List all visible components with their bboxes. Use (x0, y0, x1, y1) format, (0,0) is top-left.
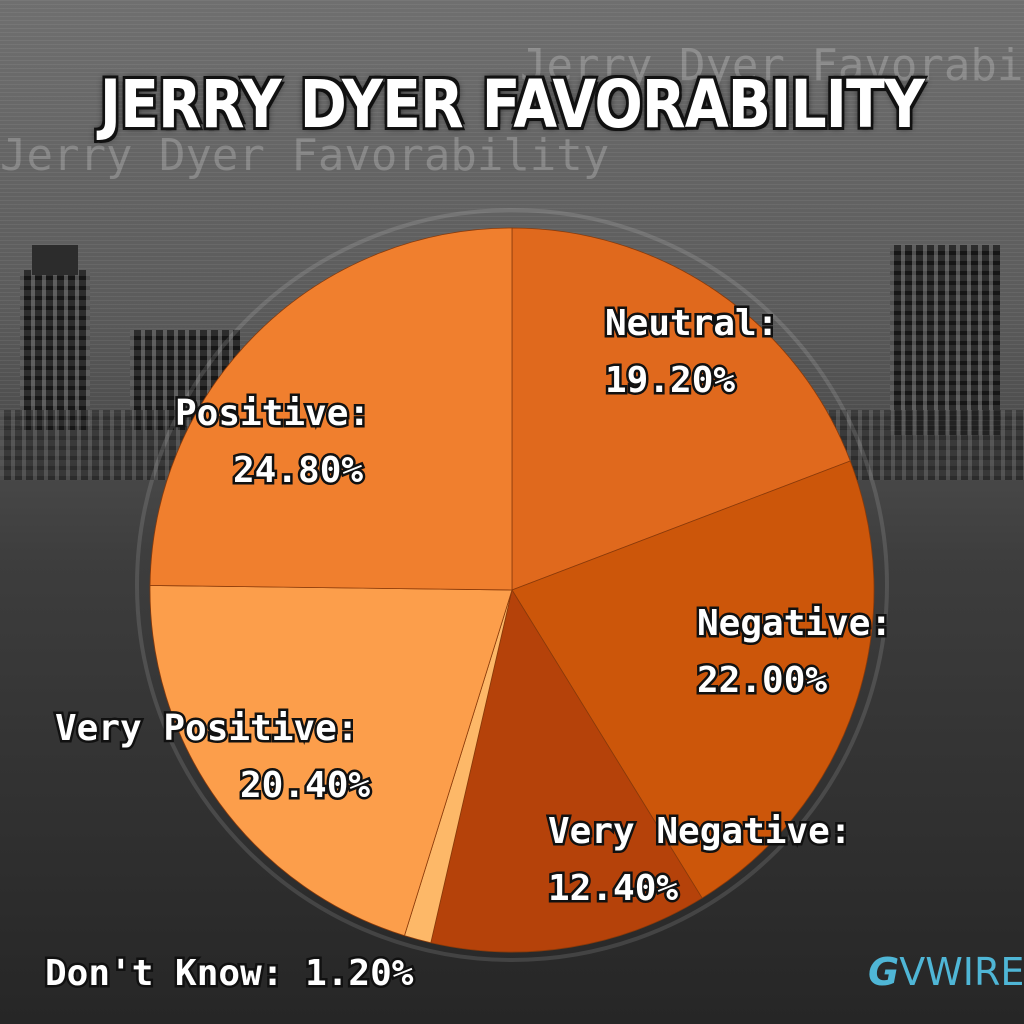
chart-title: JERRY DYER FAVORABILITY (99, 66, 925, 143)
skyline-building (32, 245, 78, 275)
skyline-building (890, 245, 1000, 435)
pie-labels: Neutral: 19.20% Negative: 22.00% Very Negati… (43, 301, 895, 997)
pie-halo-ring (135, 208, 889, 962)
pie-slice-positive (149, 227, 513, 591)
pie-slice-neutral (511, 227, 851, 591)
slice-value-very-positive: 20.40% (240, 765, 370, 806)
slice-label-don-t-know: Don't Know: 1.20% (45, 953, 414, 994)
pie-slice-very-positive (149, 585, 513, 937)
slice-value-positive: 24.80% (233, 450, 363, 491)
pie-slice-negative (511, 460, 875, 899)
slice-value-negative: 22.00% (697, 660, 827, 701)
slice-value-very-negative: 12.40% (548, 868, 678, 909)
pie-slice-very-negative (430, 588, 703, 953)
slice-label-neutral: Neutral: (605, 303, 778, 344)
slice-label-very-negative: Very Negative: (548, 811, 851, 852)
slice-label-very-positive: Very Positive: (55, 708, 358, 749)
background-ghost-text: Jerry Dyer Favorability (0, 130, 610, 181)
slice-label-negative: Negative: (697, 603, 892, 644)
gvwire-logo: GVWIRE (868, 950, 1024, 994)
slice-label-positive: Positive: (175, 393, 370, 434)
pie-slices (149, 227, 875, 953)
logo-wire: VWIRE (899, 950, 1024, 994)
logo-g: G (868, 950, 900, 994)
background-ghost-text: Jerry Dyer Favorability (520, 40, 1024, 91)
skyline-building (20, 270, 90, 430)
slice-value-neutral: 19.20% (605, 360, 735, 401)
